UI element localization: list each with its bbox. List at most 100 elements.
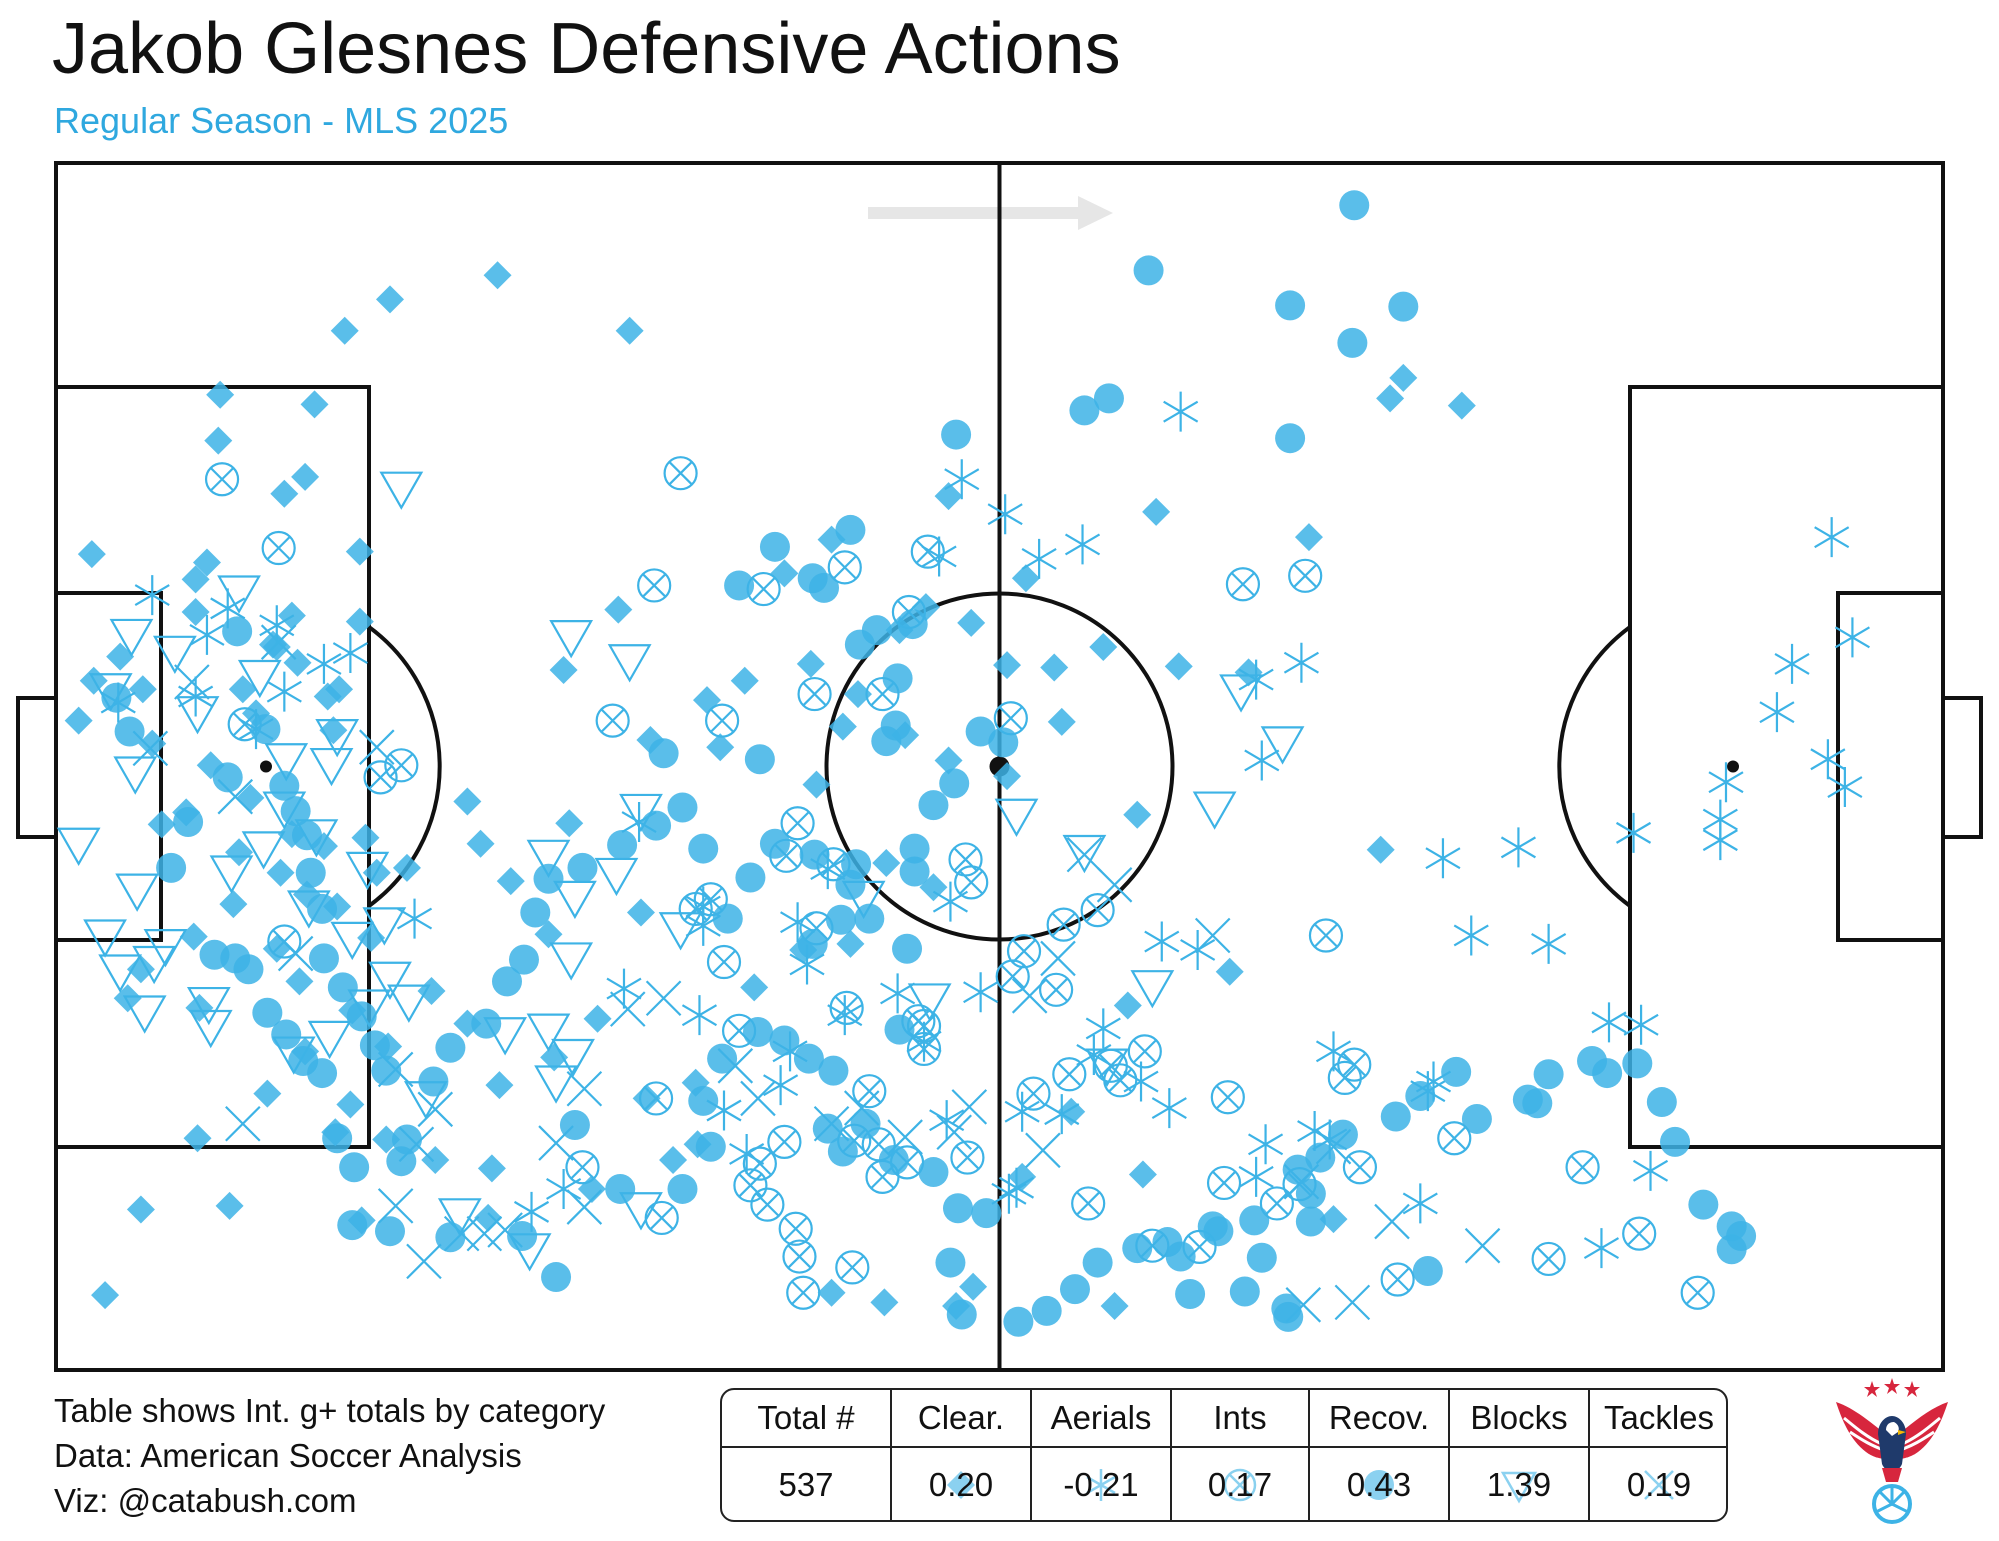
- right-goal: [1941, 696, 1983, 839]
- clearance-marker: [706, 733, 735, 762]
- clearance-marker: [583, 1004, 612, 1033]
- aerial-marker: [1591, 1002, 1627, 1043]
- aerial-marker: [1623, 1004, 1659, 1045]
- block-marker: [619, 1192, 663, 1231]
- recovery-marker: [844, 629, 875, 660]
- block-marker: [549, 620, 594, 659]
- aerial-marker: [780, 902, 816, 943]
- tackle-marker: [645, 980, 682, 1017]
- recovery-marker: [1522, 1088, 1553, 1119]
- recovery-marker: [878, 1144, 909, 1175]
- aerial-marker: [929, 1100, 965, 1141]
- recovery-marker: [1646, 1087, 1677, 1118]
- interception-marker: [1259, 1186, 1294, 1221]
- down-triangle-icon: [1500, 1471, 1538, 1504]
- block-marker: [1085, 1048, 1129, 1087]
- recovery-marker: [1275, 290, 1306, 321]
- recovery-marker: [605, 1173, 636, 1204]
- recovery-marker: [897, 609, 928, 640]
- aerial-marker: [1759, 692, 1795, 733]
- aerial-marker: [998, 1167, 1035, 1208]
- recovery-marker: [1246, 1242, 1277, 1273]
- left-goal: [16, 696, 58, 839]
- recovery-marker: [435, 1032, 466, 1063]
- recovery-marker: [386, 1146, 417, 1177]
- clearance-marker: [204, 426, 233, 455]
- recovery-marker: [269, 770, 300, 801]
- tackle-marker: [1011, 978, 1048, 1014]
- tackle-marker: [377, 1188, 414, 1224]
- aerial-marker: [1402, 1183, 1438, 1224]
- clearance-marker: [291, 462, 320, 491]
- summary-value-ints: 0.17: [1207, 1466, 1273, 1503]
- summary-col-clearances: Clear. 0.20: [890, 1390, 1030, 1520]
- interception-marker: [363, 760, 398, 795]
- recovery-marker: [541, 1262, 572, 1293]
- clearance-marker: [106, 642, 135, 671]
- recovery-marker: [1059, 1274, 1090, 1305]
- summary-header-total: Total #: [722, 1390, 890, 1448]
- recovery-marker: [280, 796, 311, 827]
- clearance-marker: [283, 648, 312, 677]
- clearance-marker: [147, 810, 176, 839]
- chart-title: Jakob Glesnes Defensive Actions: [52, 9, 1121, 89]
- interception-marker: [1622, 1216, 1657, 1251]
- aerial-marker: [1021, 538, 1057, 579]
- tackle-marker: [417, 1091, 454, 1128]
- clearance-marker: [1123, 800, 1152, 829]
- interception-marker: [1127, 1034, 1162, 1069]
- clearance-marker: [534, 920, 563, 949]
- recovery-marker: [648, 738, 679, 769]
- interception-marker: [954, 865, 989, 900]
- summary-value-recoveries: 0.43: [1346, 1466, 1412, 1503]
- recovery-marker: [939, 768, 970, 799]
- aerial-marker: [991, 1173, 1027, 1214]
- clearance-marker: [828, 712, 857, 741]
- chart-notes: Table shows Int. g+ totals by category D…: [54, 1388, 605, 1523]
- recovery-marker: [1082, 1247, 1113, 1278]
- circled-x-icon: [1223, 1468, 1257, 1502]
- block-marker: [379, 471, 424, 510]
- interception-marker: [1337, 1047, 1372, 1082]
- recovery-marker: [418, 1066, 449, 1097]
- asterisk-icon: [1086, 1469, 1116, 1501]
- interception-marker: [638, 1081, 674, 1116]
- recovery-marker: [965, 716, 996, 747]
- clearance-marker: [345, 607, 374, 636]
- recovery-marker: [371, 1055, 402, 1086]
- recovery-marker: [337, 1210, 368, 1241]
- interception-marker: [1080, 893, 1115, 928]
- clearance-marker: [1113, 991, 1142, 1020]
- clearance-marker: [1164, 652, 1193, 681]
- clearance-marker: [417, 977, 446, 1006]
- recovery-marker: [250, 714, 281, 745]
- recovery-marker: [724, 570, 755, 601]
- block-marker: [483, 1017, 528, 1056]
- block-marker: [237, 659, 282, 699]
- clearance-marker: [372, 1125, 401, 1154]
- block-marker: [122, 995, 167, 1034]
- aerial-marker: [1810, 739, 1846, 780]
- recovery-marker: [971, 1198, 1002, 1229]
- block-marker: [437, 1198, 482, 1237]
- clearance-marker: [957, 608, 986, 637]
- right-penalty-box: [1628, 385, 1945, 1149]
- recovery-marker: [307, 1058, 338, 1089]
- interception-marker: [565, 1150, 600, 1185]
- summary-col-aerials: Aerials -0.21: [1030, 1390, 1170, 1520]
- aerial-marker: [332, 633, 368, 674]
- block-marker: [315, 719, 360, 758]
- tackle-marker: [1194, 917, 1231, 954]
- recovery-marker: [1327, 1119, 1358, 1150]
- clearance-marker: [1447, 391, 1476, 420]
- recovery-marker: [850, 1108, 881, 1139]
- interception-marker: [705, 703, 740, 738]
- aerial-marker: [921, 536, 957, 577]
- diamond-icon: [947, 1471, 975, 1499]
- recovery-marker: [835, 514, 866, 545]
- interception-marker: [1680, 1275, 1715, 1310]
- recovery-marker: [173, 807, 204, 838]
- note-table-info: Table shows Int. g+ totals by category: [54, 1392, 606, 1429]
- recovery-marker: [712, 903, 743, 934]
- clearance-marker: [615, 316, 644, 345]
